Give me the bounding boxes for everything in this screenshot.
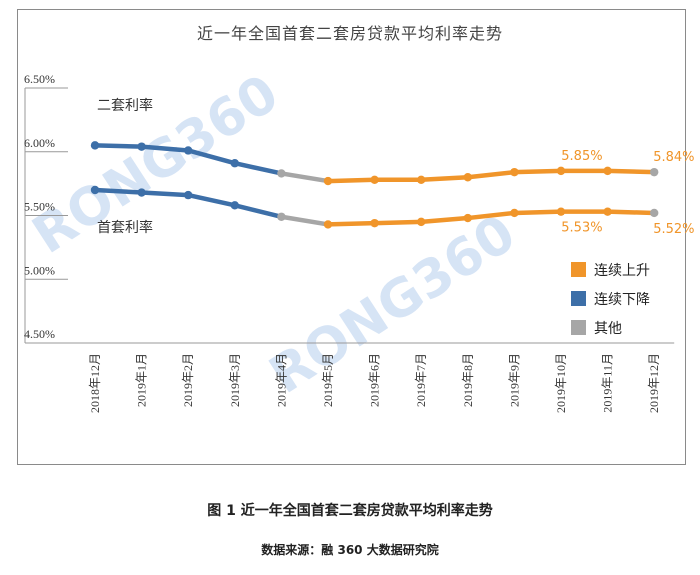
- data-label: 5.85%: [561, 149, 602, 164]
- x-tick-label: 2019年12月: [647, 353, 661, 413]
- data-point: [556, 207, 566, 216]
- data-point: [417, 175, 426, 184]
- data-label: 5.84%: [653, 150, 694, 165]
- legend-label: 连续下降: [594, 291, 650, 308]
- data-point: [184, 146, 193, 155]
- x-tick-label: 2019年3月: [228, 353, 242, 407]
- y-tick-label: 5.00%: [24, 263, 55, 277]
- data-point: [603, 166, 612, 176]
- series-label: 首套利率: [97, 219, 153, 236]
- data-point: [463, 213, 472, 223]
- data-point: [510, 167, 519, 177]
- series-line: [325, 209, 657, 227]
- x-tick-label: 2019年5月: [321, 353, 335, 407]
- y-tick-label: 4.50%: [24, 327, 55, 341]
- x-tick-label: 2019年2月: [181, 353, 195, 407]
- y-tick-label: 6.50%: [24, 72, 55, 86]
- data-label: 5.52%: [653, 222, 694, 237]
- series-line: [279, 214, 331, 227]
- x-tick-label: 2019年6月: [368, 353, 382, 407]
- data-point: [463, 173, 472, 182]
- data-point: [230, 201, 239, 210]
- x-tick-label: 2019年9月: [507, 353, 521, 407]
- legend-label: 其他: [594, 321, 622, 337]
- x-tick-label: 2019年4月: [274, 353, 288, 407]
- series-label: 二套利率: [97, 97, 153, 114]
- x-tick-label: 2019年1月: [135, 353, 149, 407]
- data-point: [90, 185, 100, 195]
- data-point: [323, 220, 333, 229]
- figure-caption: 图 1 近一年全国首套二套房贷款平均利率走势: [207, 503, 493, 519]
- legend-swatch: [571, 262, 586, 277]
- data-point: [370, 218, 379, 228]
- data-point: [277, 212, 286, 221]
- data-point: [370, 175, 379, 184]
- series-line: [325, 168, 657, 184]
- chart-title: 近一年全国首套二套房贷款平均利率走势: [196, 24, 503, 43]
- watermark-text: RONG360: [259, 204, 526, 406]
- data-point: [230, 159, 239, 168]
- legend-label: 连续上升: [594, 262, 650, 279]
- source-note: 数据来源：融 360 大数据研究院: [261, 543, 439, 557]
- series-line: [279, 171, 331, 184]
- data-point: [556, 166, 566, 176]
- data-label: 5.53%: [561, 221, 602, 236]
- chart-frame: [17, 9, 686, 465]
- data-point: [277, 169, 286, 178]
- x-tick-label: 2019年10月: [554, 353, 568, 413]
- data-point: [90, 141, 100, 150]
- x-tick-label: 2018年12月: [88, 353, 102, 413]
- y-tick-label: 6.00%: [24, 136, 55, 150]
- x-tick-label: 2019年7月: [414, 353, 428, 407]
- legend-swatch: [571, 320, 586, 335]
- data-point: [650, 208, 659, 218]
- data-point: [603, 207, 612, 216]
- data-point: [323, 176, 333, 186]
- legend-swatch: [571, 291, 586, 306]
- data-point: [510, 208, 519, 218]
- data-point: [137, 142, 146, 151]
- data-point: [650, 167, 659, 177]
- data-point: [417, 217, 426, 227]
- data-point: [184, 190, 193, 200]
- x-tick-label: 2019年8月: [461, 353, 475, 407]
- data-point: [137, 188, 146, 197]
- y-tick-label: 5.50%: [24, 200, 55, 214]
- x-tick-label: 2019年11月: [601, 353, 615, 413]
